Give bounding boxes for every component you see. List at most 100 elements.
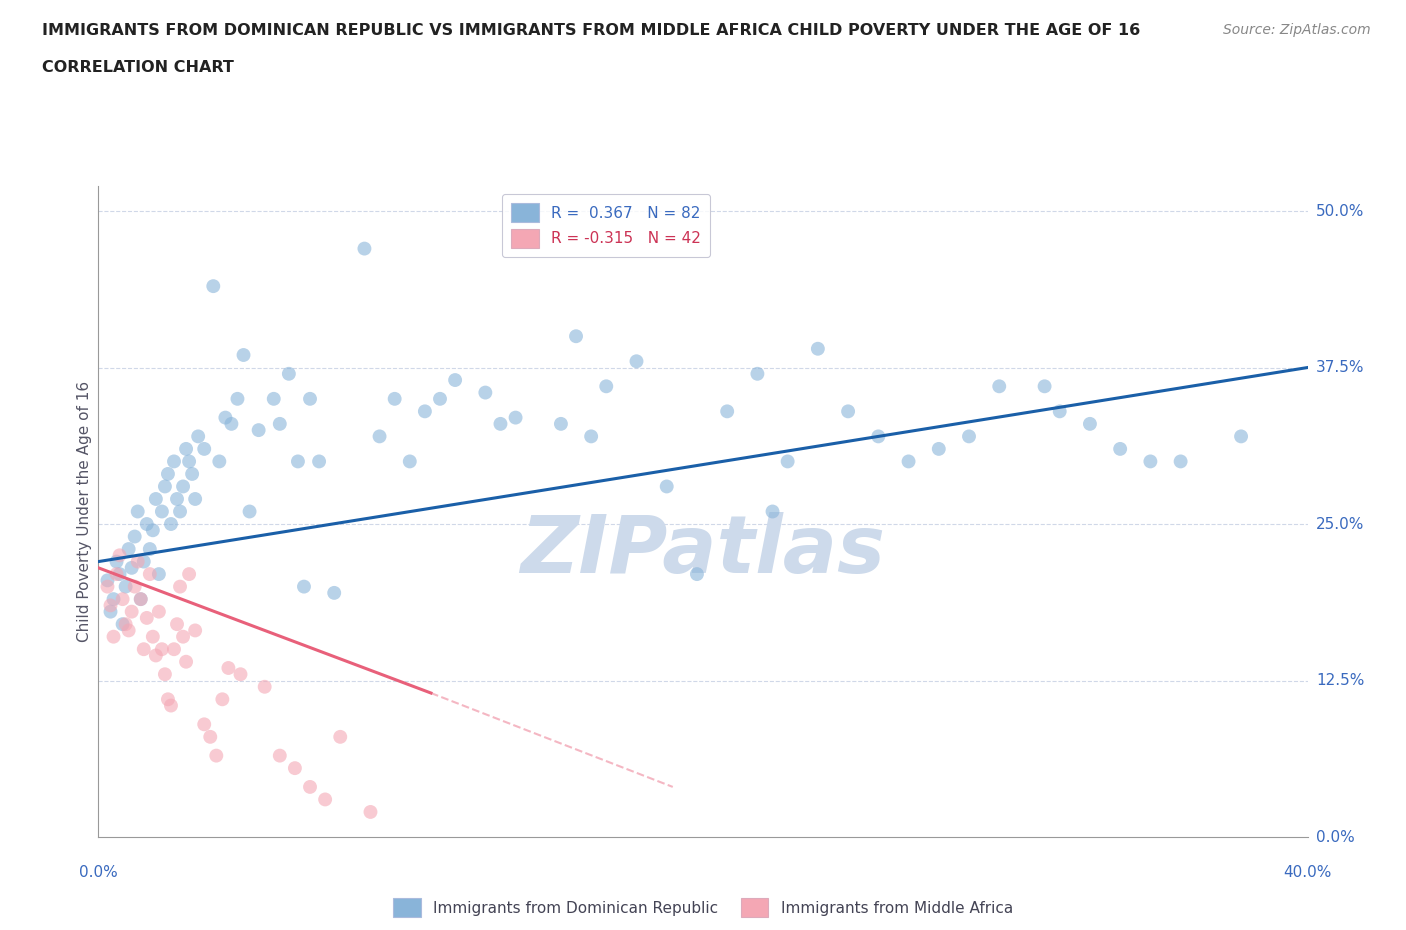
Text: 40.0%: 40.0% [1284, 865, 1331, 880]
Point [200, 729, 222, 744]
Point [292, 579, 315, 594]
Point [184, 492, 207, 507]
Point [284, 761, 307, 776]
Point [193, 442, 215, 457]
Point [129, 591, 152, 606]
Point [111, 617, 134, 631]
Point [474, 385, 496, 400]
Point [179, 566, 201, 581]
Point [1139, 454, 1161, 469]
Point [114, 579, 136, 594]
Point [150, 642, 173, 657]
Point [163, 642, 186, 657]
Point [550, 417, 572, 432]
Point [118, 541, 141, 556]
Point [105, 554, 128, 569]
Point [169, 579, 191, 594]
Point [172, 630, 194, 644]
Point [211, 692, 233, 707]
Point [716, 404, 738, 418]
Point [108, 548, 131, 563]
Point [139, 566, 162, 581]
Point [1049, 404, 1071, 418]
Point [103, 630, 125, 644]
Point [217, 660, 239, 675]
Point [897, 454, 920, 469]
Point [429, 392, 451, 406]
Point [153, 667, 176, 682]
Point [928, 442, 950, 457]
Text: ZIPatlas: ZIPatlas [520, 512, 886, 590]
Point [988, 379, 1011, 393]
Point [169, 504, 191, 519]
Point [132, 642, 155, 657]
Point [202, 279, 225, 294]
Point [163, 454, 186, 469]
Point [489, 417, 512, 432]
Text: CORRELATION CHART: CORRELATION CHART [42, 60, 233, 75]
Point [229, 667, 252, 682]
Point [384, 392, 406, 406]
Point [314, 792, 336, 807]
Text: Source: ZipAtlas.com: Source: ZipAtlas.com [1223, 23, 1371, 37]
Point [121, 561, 143, 576]
Point [174, 442, 197, 457]
Point [868, 429, 890, 444]
Point [957, 429, 980, 444]
Point [132, 554, 155, 569]
Point [184, 623, 207, 638]
Point [187, 429, 209, 444]
Point [807, 341, 830, 356]
Point [579, 429, 602, 444]
Point [1230, 429, 1253, 444]
Point [129, 591, 152, 606]
Point [100, 598, 122, 613]
Point [308, 454, 330, 469]
Point [142, 630, 165, 644]
Point [145, 492, 167, 507]
Point [655, 479, 678, 494]
Point [253, 679, 276, 694]
Point [761, 504, 783, 519]
Text: IMMIGRANTS FROM DOMINICAN REPUBLIC VS IMMIGRANTS FROM MIDDLE AFRICA CHILD POVERT: IMMIGRANTS FROM DOMINICAN REPUBLIC VS IM… [42, 23, 1140, 38]
Legend: Immigrants from Dominican Republic, Immigrants from Middle Africa: Immigrants from Dominican Republic, Immi… [385, 890, 1021, 925]
Point [142, 523, 165, 538]
Point [239, 504, 262, 519]
Point [100, 604, 122, 619]
Point [277, 366, 299, 381]
Point [368, 429, 391, 444]
Point [686, 566, 709, 581]
Point [145, 648, 167, 663]
Point [214, 410, 236, 425]
Point [148, 604, 170, 619]
Point [1109, 442, 1132, 457]
Point [156, 692, 179, 707]
Point [96, 579, 118, 594]
Point [226, 392, 249, 406]
Point [135, 610, 157, 625]
Point [1033, 379, 1056, 393]
Point [329, 729, 352, 744]
Point [127, 554, 149, 569]
Point [353, 241, 375, 256]
Point [121, 604, 143, 619]
Point [156, 467, 179, 482]
Point [108, 566, 131, 581]
Point [398, 454, 420, 469]
Point [323, 586, 346, 601]
Point [118, 623, 141, 638]
Text: 0.0%: 0.0% [79, 865, 118, 880]
Point [166, 617, 188, 631]
Point [269, 748, 291, 763]
Point [105, 566, 128, 581]
Point [565, 329, 588, 344]
Point [127, 504, 149, 519]
Point [150, 504, 173, 519]
Point [595, 379, 617, 393]
Point [626, 353, 648, 368]
Point [747, 366, 769, 381]
Point [232, 348, 254, 363]
Point [193, 717, 215, 732]
Point [413, 404, 436, 418]
Point [124, 579, 146, 594]
